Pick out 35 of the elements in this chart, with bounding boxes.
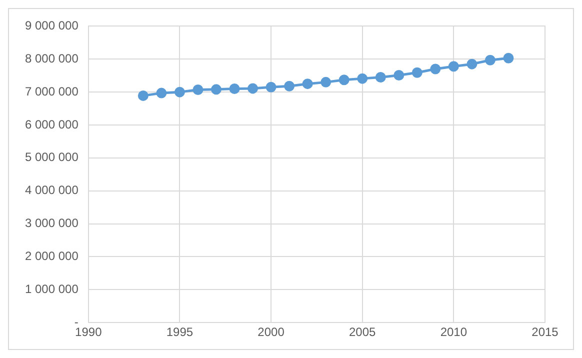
point — [484, 54, 496, 66]
point — [284, 80, 295, 92]
y-tick-label: 4 000 000 — [24, 183, 79, 198]
point — [394, 70, 404, 81]
point — [229, 84, 240, 94]
point — [156, 88, 167, 98]
x-tick-label: 2005 — [349, 325, 376, 340]
y-tick-label: 9 000 000 — [24, 18, 79, 33]
y-tick-label: 3 000 000 — [24, 216, 79, 230]
point — [192, 84, 204, 96]
point — [138, 90, 148, 101]
point — [466, 58, 478, 70]
point — [430, 64, 441, 74]
x-tick-label: 2015 — [532, 325, 559, 340]
point — [338, 74, 350, 86]
x-tick-label: 2010 — [440, 325, 468, 340]
point — [210, 84, 222, 95]
y-tick-label: 6 000 000 — [24, 117, 79, 132]
x-tick-label: 2000 — [258, 325, 285, 340]
y-tick-label: 8 000 000 — [24, 51, 79, 66]
point — [302, 78, 313, 90]
point — [174, 86, 185, 98]
point — [357, 73, 368, 84]
y-tick-label: 5 000 000 — [24, 150, 79, 164]
x-tick-label: 1995 — [166, 325, 194, 340]
y-tick-label: 1 000 000 — [24, 282, 79, 296]
y-tick-label: 2 000 000 — [24, 249, 79, 264]
point — [320, 76, 332, 88]
point — [412, 67, 422, 78]
point — [248, 83, 258, 94]
point — [448, 61, 459, 72]
point — [375, 72, 386, 82]
point — [503, 52, 514, 64]
y-tick-label: 7 000 000 — [24, 84, 79, 98]
point — [266, 82, 276, 92]
